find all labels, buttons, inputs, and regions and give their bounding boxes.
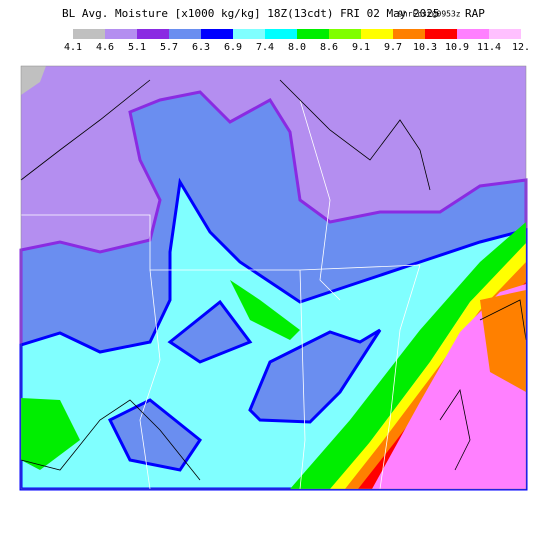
legend-swatch — [137, 29, 169, 39]
legend-swatch — [361, 29, 393, 39]
legend-label: 9.1 — [352, 42, 370, 53]
legend-swatch — [201, 29, 233, 39]
legend-swatch — [297, 29, 329, 39]
contour — [20, 399, 201, 481]
legend-label: 5.1 — [128, 42, 146, 53]
model: RAP — [465, 7, 485, 20]
legend-label: 10.3 — [413, 42, 437, 53]
legend-swatch — [425, 29, 457, 39]
contour — [479, 299, 527, 341]
contour — [279, 79, 431, 191]
legend-label: 6.3 — [192, 42, 210, 53]
region — [248, 328, 382, 424]
region — [480, 290, 526, 392]
legend-label: 4.1 — [64, 42, 82, 53]
contour — [20, 79, 151, 181]
legend-label: 8.6 — [320, 42, 338, 53]
legend-swatch — [169, 29, 201, 39]
legend-swatch — [489, 29, 521, 39]
forecast: 9hrFcst@0953z — [398, 10, 461, 19]
legend-label: 8.0 — [288, 42, 306, 53]
legend-label: 7.4 — [256, 42, 274, 53]
legend-label: 5.7 — [160, 42, 178, 53]
state-border — [299, 269, 306, 490]
map-frame — [20, 65, 527, 490]
legend-label: 9.7 — [384, 42, 402, 53]
region — [230, 280, 300, 340]
legend-swatch — [393, 29, 425, 39]
state-border — [139, 269, 161, 490]
state-border — [379, 264, 421, 490]
legend-label: 11.4 — [477, 42, 501, 53]
region — [21, 398, 80, 470]
legend-label: 4.6 — [96, 42, 114, 53]
legend-label: 10.9 — [445, 42, 469, 53]
contour — [439, 388, 471, 471]
map — [19, 65, 528, 491]
region — [290, 222, 526, 489]
region — [21, 66, 46, 95]
title: BL Avg. Moisture [x1000 kg/kg] 18Z(13cdt… — [62, 7, 440, 20]
legend: 4.1 4.6 5.1 5.7 6.3 6.9 7.4 8.0 8.6 9.1 9.7 10.3 10.… — [64, 29, 530, 53]
legend-swatch — [105, 29, 137, 39]
legend-label: 12. — [512, 42, 530, 53]
legend-swatch — [457, 29, 489, 39]
legend-swatch — [233, 29, 265, 39]
legend-swatch — [329, 29, 361, 39]
legend-label: 6.9 — [224, 42, 242, 53]
legend-swatch — [265, 29, 297, 39]
legend-swatch — [73, 29, 105, 39]
region — [167, 299, 253, 364]
state-border — [299, 99, 341, 301]
